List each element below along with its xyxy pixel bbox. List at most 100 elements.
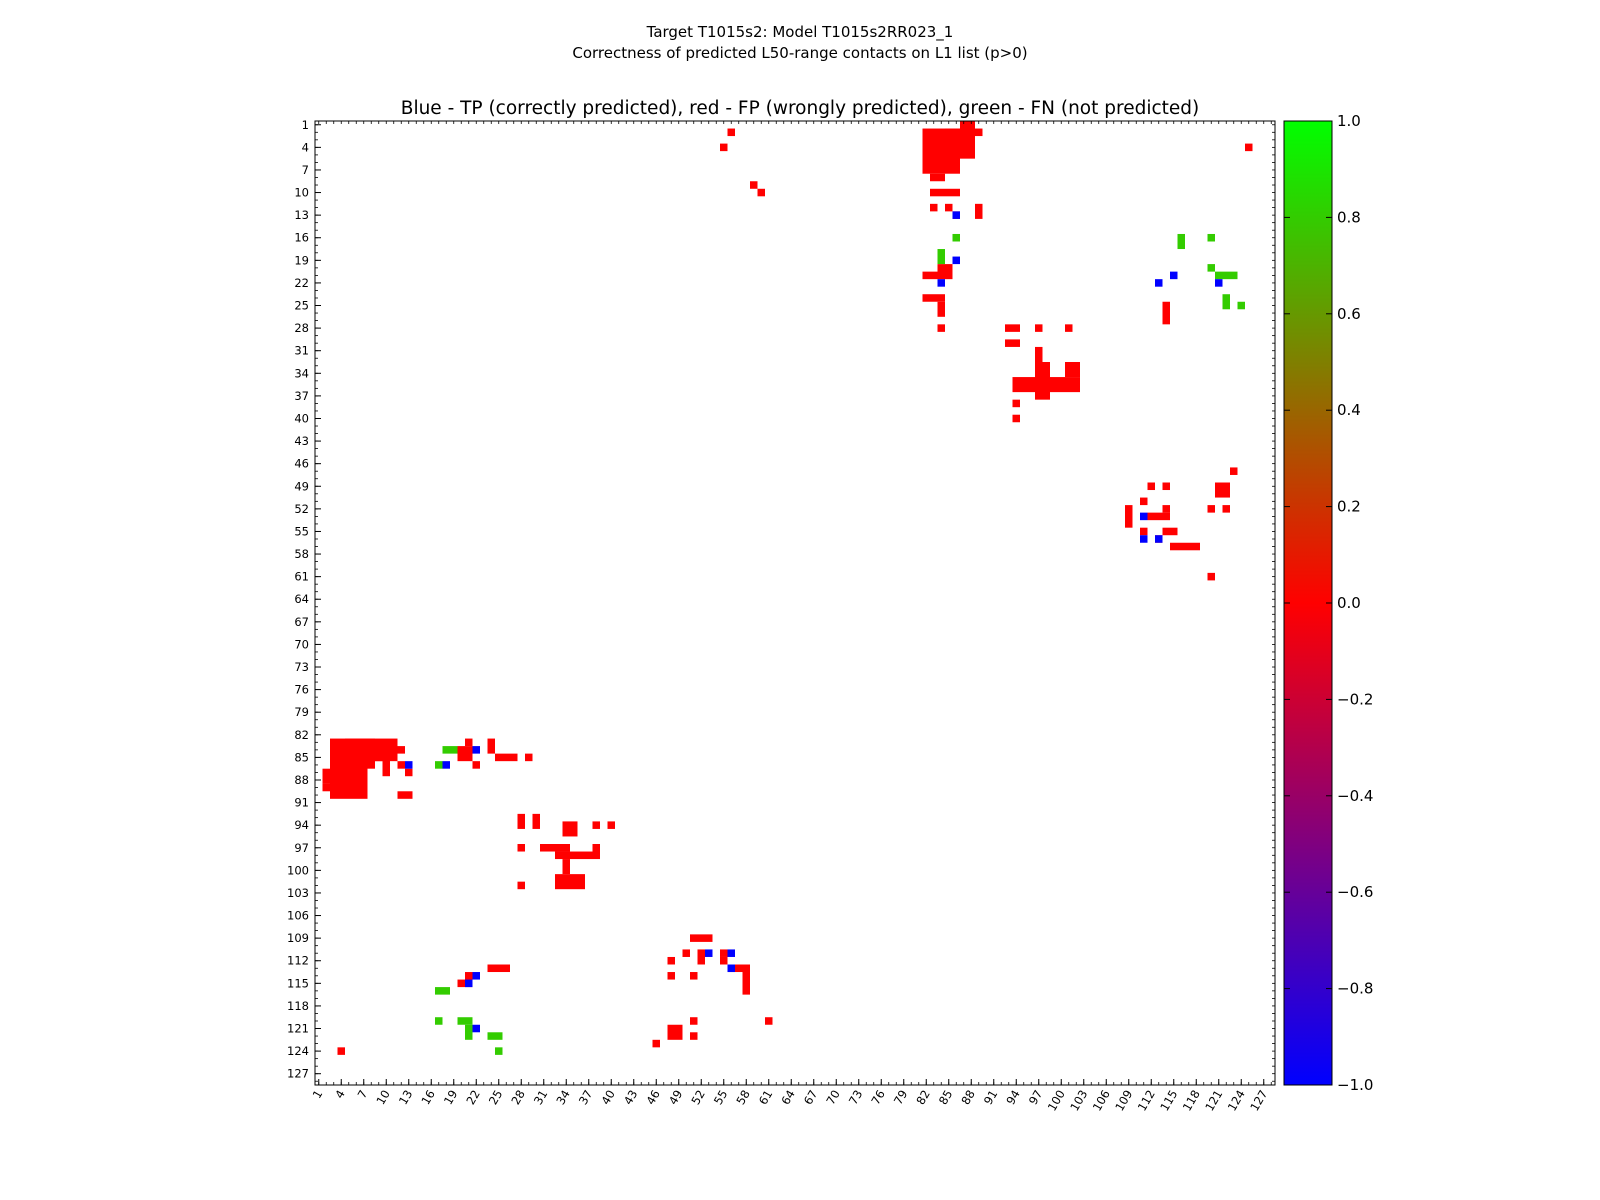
y-tick-label: 82 (294, 728, 309, 742)
fp-cell (667, 1024, 683, 1040)
fp-cell (532, 813, 540, 829)
fp-cell (517, 844, 525, 852)
plot-area: 1471013161922252831343740434649525558616… (287, 118, 1276, 1114)
tp-cell (727, 964, 735, 973)
x-tick-label: 19 (441, 1088, 460, 1108)
x-tick-label: 103 (1067, 1088, 1090, 1114)
y-tick-label: 67 (294, 615, 309, 629)
fp-cell (562, 859, 570, 875)
fp-cell (487, 738, 495, 754)
fp-cell (975, 203, 983, 219)
y-tick-label: 115 (287, 976, 309, 990)
fp-cell (750, 181, 758, 189)
colorbar-tick-label: 0.2 (1337, 498, 1361, 516)
fp-cell (720, 956, 728, 965)
fp-cell (1005, 339, 1020, 347)
fp-cell (690, 1017, 698, 1025)
fp-cell (1065, 324, 1073, 332)
fp-cell (592, 844, 600, 860)
fp-cell (1170, 542, 1200, 551)
x-tick-label: 127 (1247, 1088, 1270, 1114)
fn-cell (435, 987, 450, 995)
fp-cell (1012, 399, 1020, 408)
fp-cell (930, 203, 938, 212)
fp-cell (937, 264, 953, 280)
x-tick-label: 7 (355, 1088, 371, 1101)
x-tick-label: 4 (332, 1088, 348, 1101)
fp-cell (1162, 505, 1170, 513)
fp-cell (757, 188, 765, 197)
colorbar-tick-label: 1.0 (1337, 112, 1361, 130)
tp-cell (442, 761, 450, 769)
fn-cell (435, 761, 443, 769)
fp-cell (1140, 497, 1148, 506)
fp-cell (690, 1032, 698, 1040)
contact-cells (322, 121, 1253, 1055)
fp-cell (742, 964, 750, 995)
tp-cell (705, 949, 713, 957)
fp-cell (1005, 324, 1020, 332)
figure-title-line-1: Target T1015s2: Model T1015s2RR023_1 (646, 23, 954, 42)
x-tick-label: 109 (1112, 1088, 1135, 1114)
fp-cell (457, 979, 465, 988)
y-tick-label: 16 (294, 231, 309, 245)
x-tick-label: 16 (418, 1088, 437, 1108)
fp-cell (397, 746, 405, 754)
fp-cell (1162, 527, 1178, 536)
fp-cell (1012, 414, 1020, 423)
fn-cell (457, 1017, 473, 1025)
fn-cell (442, 746, 458, 754)
y-tick-label: 40 (294, 411, 309, 425)
y-tick-label: 19 (294, 253, 309, 267)
x-tick-label: 1 (310, 1088, 326, 1101)
x-tick-label: 40 (598, 1088, 617, 1108)
fp-cell (945, 128, 960, 159)
colorbar: 1.0 0.8 0.6 0.4 0.2 0.0 −0.2 −0.4 −0.6 −0.8 −1.0 (1283, 112, 1373, 1094)
axes-title: Blue - TP (correctly predicted), red - F… (401, 98, 1200, 119)
y-tick-label: 73 (294, 660, 309, 674)
y-tick-label: 13 (294, 208, 309, 222)
colorbar-tick-label: −0.4 (1337, 787, 1373, 805)
fp-cell (1207, 505, 1215, 513)
fp-cell (1027, 377, 1080, 393)
fp-cell (1162, 301, 1170, 325)
y-tick-label: 52 (294, 502, 309, 516)
fp-cell (562, 844, 570, 852)
fp-cell (937, 301, 945, 317)
x-tick-label: 73 (846, 1088, 865, 1108)
y-axis-ticks: 1 4 7 10 13 16 19 22 25 28 31 34 37 40 43 46 49 52 55 58 61 6… (287, 118, 321, 1081)
fp-cell (495, 753, 518, 762)
y-tick-label: 112 (287, 954, 309, 968)
x-tick-label: 67 (801, 1088, 820, 1108)
colorbar-tick-label: 0.6 (1337, 305, 1361, 323)
y-tick-label: 118 (287, 999, 309, 1013)
tp-cell (465, 979, 473, 988)
colorbar-tick-label: 0.4 (1337, 401, 1361, 419)
fn-cell (487, 1032, 503, 1040)
colorbar-tick-label: −0.6 (1337, 883, 1373, 901)
fp-cell (322, 783, 330, 792)
fp-cell (690, 972, 698, 980)
x-tick-label: 115 (1157, 1088, 1180, 1114)
fn-cell (952, 233, 960, 242)
fp-cell (607, 821, 615, 829)
fn-cell (1207, 233, 1215, 242)
y-tick-label: 97 (294, 841, 309, 855)
x-tick-label: 61 (756, 1088, 775, 1108)
fn-cell (495, 1047, 503, 1055)
fp-cell (690, 934, 713, 942)
x-tick-label: 85 (936, 1088, 955, 1108)
x-tick-label: 97 (1026, 1088, 1045, 1108)
fp-cell (1162, 482, 1170, 491)
x-tick-label: 28 (508, 1088, 527, 1108)
y-tick-label: 22 (294, 276, 309, 290)
y-tick-label: 37 (294, 389, 309, 403)
y-tick-label: 61 (294, 570, 309, 584)
fp-cell (1147, 482, 1155, 491)
y-tick-label: 109 (287, 931, 309, 945)
y-tick-label: 46 (294, 457, 309, 471)
x-tick-label: 34 (553, 1088, 572, 1108)
fp-cell (930, 188, 960, 197)
fp-cell (727, 128, 735, 137)
